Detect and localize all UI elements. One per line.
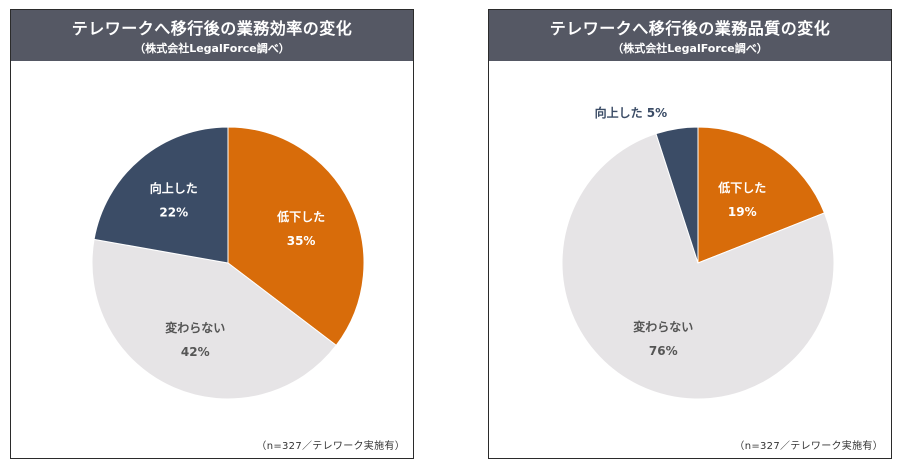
pie-slice-1 (91, 238, 337, 400)
efficiency-chart-title: テレワークへ移行後の業務効率の変化 (71, 19, 353, 38)
slice-value-label: 42% (181, 345, 210, 359)
quality-chart-note: （n=327／テレワーク実施有） (734, 441, 883, 452)
slice-value-label: 19% (728, 205, 757, 219)
pie-slice-0 (227, 126, 365, 347)
pie-slice-0 (697, 126, 826, 264)
slice-label: 向上した 5% (595, 105, 668, 120)
pie-slice-1 (561, 133, 835, 400)
quality-chart-title: テレワークへ移行後の業務品質の変化 (549, 19, 831, 38)
slice-label: 向上した (150, 180, 198, 195)
slice-value-label: 22% (159, 205, 188, 219)
efficiency-chart-header: テレワークへ移行後の業務効率の変化 （株式会社LegalForce調べ） (11, 10, 413, 61)
efficiency-chart-note: （n=327／テレワーク実施有） (256, 441, 405, 452)
slice-value-label: 76% (649, 344, 678, 358)
quality-chart-header: テレワークへ移行後の業務品質の変化 （株式会社LegalForce調べ） (489, 10, 891, 61)
quality-pie-chart: 低下した 19% 変わらない 76% 向上した 5% (561, 105, 835, 400)
pie-slice-2 (93, 126, 229, 264)
slice-label: 変わらない (165, 320, 225, 335)
efficiency-chart-subtitle: （株式会社LegalForce調べ） (134, 42, 290, 55)
slice-label: 低下した (717, 180, 766, 195)
slice-value-label: 35% (287, 234, 316, 248)
efficiency-chart-panel: テレワークへ移行後の業務効率の変化 （株式会社LegalForce調べ） 低下し… (10, 9, 414, 459)
quality-chart-subtitle: （株式会社LegalForce調べ） (612, 42, 768, 55)
slice-label: 変わらない (633, 319, 693, 334)
quality-chart-panel: テレワークへ移行後の業務品質の変化 （株式会社LegalForce調べ） 低下し… (488, 9, 892, 459)
efficiency-pie-chart: 低下した 35% 変わらない 42% 向上した 22% (91, 126, 365, 400)
slice-label: 低下した (276, 209, 325, 224)
pie-slice-2 (655, 126, 699, 264)
